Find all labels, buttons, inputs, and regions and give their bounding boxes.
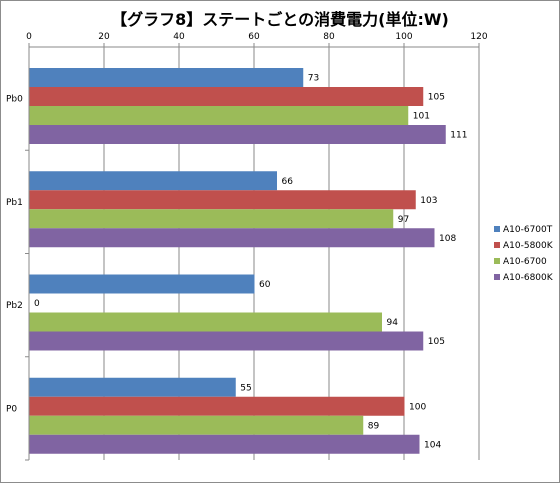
- x-tick-label: 40: [173, 32, 185, 42]
- bar: [29, 274, 255, 294]
- bar: [29, 190, 416, 210]
- bar: [29, 209, 394, 229]
- chart-title: 【グラフ8】ステートごとの消費電力(単位:W): [111, 10, 449, 29]
- category-label: Pb1: [6, 198, 23, 208]
- legend-label: A10-5800K: [503, 241, 553, 251]
- x-tick-label: 80: [323, 32, 335, 42]
- legend-item: A10-6700T: [494, 224, 553, 240]
- data-label: 105: [428, 93, 445, 103]
- category-label: Pb0: [6, 95, 23, 105]
- data-label: 94: [387, 318, 399, 328]
- data-labels: 73 105 101 111 66 103 97 108 60 0 94 105 55 100 89 104: [34, 74, 467, 451]
- x-tick-label: 100: [395, 32, 412, 42]
- bar: [29, 434, 420, 454]
- bar: [29, 171, 277, 191]
- bar: [29, 331, 424, 351]
- data-label: 55: [240, 383, 251, 393]
- bar: [29, 125, 446, 144]
- x-tick-label: 0: [26, 32, 32, 42]
- data-label: 89: [368, 421, 380, 431]
- data-label: 105: [428, 337, 445, 347]
- category-labels: Pb0 Pb1 Pb2 P0: [6, 95, 23, 415]
- data-label: 73: [308, 74, 319, 84]
- data-label: 0: [34, 299, 40, 309]
- bar: [29, 312, 382, 332]
- x-tick-label: 60: [248, 32, 260, 42]
- legend-item: A10-5800K: [494, 240, 553, 256]
- data-label: 66: [282, 177, 294, 187]
- legend-swatch: [494, 226, 500, 232]
- legend-swatch: [494, 242, 500, 248]
- data-label: 100: [409, 402, 426, 412]
- bar: [29, 396, 405, 416]
- data-label: 97: [398, 215, 409, 225]
- data-label: 103: [420, 196, 437, 206]
- legend-label: A10-6800K: [503, 273, 553, 283]
- legend-label: A10-6700T: [503, 225, 553, 235]
- data-label: 101: [413, 112, 430, 122]
- legend: A10-6700T A10-5800K A10-6700 A10-6800K: [494, 224, 553, 288]
- data-label: 60: [259, 280, 271, 290]
- x-axis-ticks: 0 20 40 60 80 100 120: [26, 32, 488, 47]
- category-label: Pb2: [6, 301, 23, 311]
- bar: [29, 228, 435, 248]
- category-label: P0: [6, 404, 17, 414]
- legend-item: A10-6700: [494, 256, 553, 272]
- bars: [29, 68, 446, 454]
- bar: [29, 68, 304, 87]
- x-tick-label: 20: [98, 32, 110, 42]
- legend-label: A10-6700: [503, 257, 547, 267]
- bar: [29, 377, 236, 397]
- data-label: 111: [450, 131, 467, 141]
- bar: [29, 87, 424, 106]
- data-label: 108: [439, 234, 456, 244]
- bar: [29, 106, 409, 125]
- legend-item: A10-6800K: [494, 272, 553, 288]
- legend-swatch: [494, 258, 500, 264]
- data-label: 104: [424, 440, 441, 450]
- legend-swatch: [494, 274, 500, 280]
- bar: [29, 415, 364, 435]
- x-tick-label: 120: [470, 32, 487, 42]
